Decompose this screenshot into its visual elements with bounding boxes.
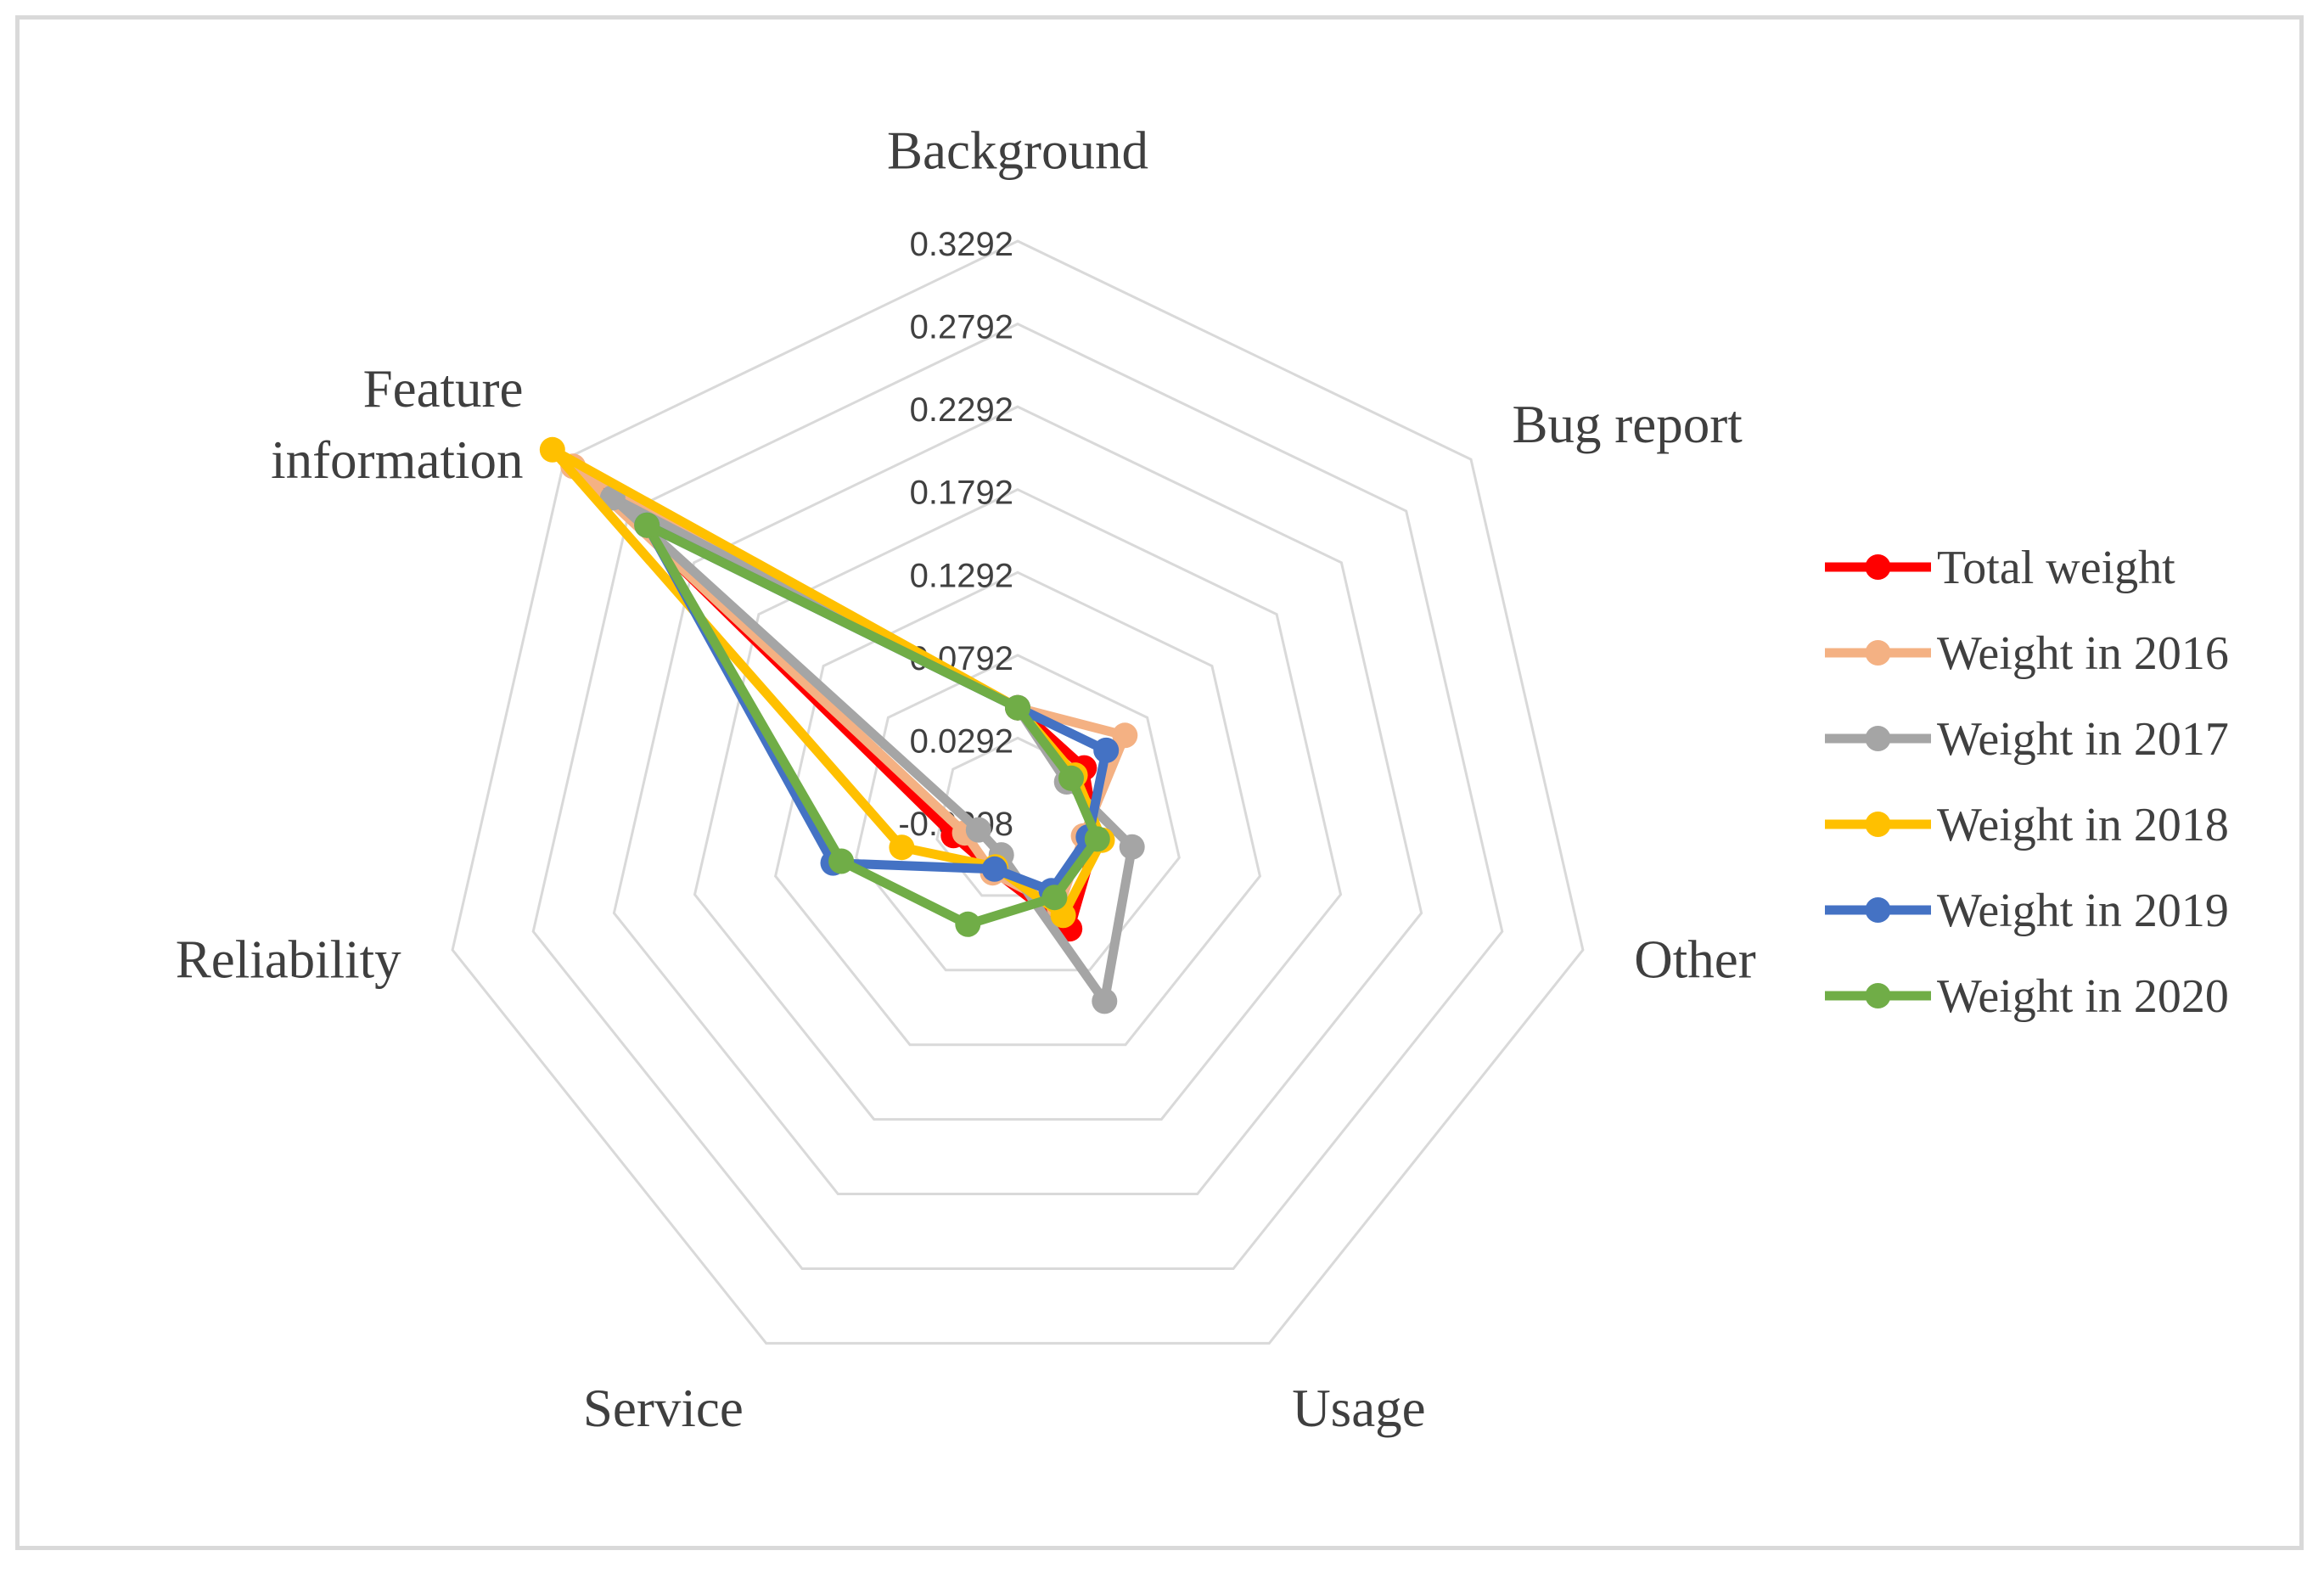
axis-label-background: Background bbox=[887, 121, 1148, 181]
data-point bbox=[1041, 885, 1068, 911]
data-point bbox=[1058, 765, 1084, 791]
tick-label: 0.1792 bbox=[910, 475, 1013, 512]
data-point bbox=[539, 436, 565, 463]
axis-label-service: Service bbox=[583, 1379, 744, 1438]
data-point bbox=[1092, 988, 1118, 1014]
grid-ring bbox=[612, 405, 1423, 1195]
axis-labels: Background Bug report Other Usage Service Rel… bbox=[176, 121, 1756, 1439]
data-point bbox=[965, 817, 991, 843]
axis-label-line: information bbox=[271, 430, 523, 490]
legend-item: Weight in 2020 bbox=[1825, 970, 2229, 1023]
tick-label: 0.1292 bbox=[910, 557, 1013, 594]
data-point bbox=[955, 911, 981, 937]
data-point bbox=[1005, 694, 1030, 721]
data-point bbox=[1119, 834, 1145, 860]
data-point bbox=[1084, 826, 1110, 852]
axis-label-line: Bug report bbox=[1513, 395, 1743, 454]
data-point bbox=[1093, 737, 1120, 763]
data-point bbox=[1112, 722, 1138, 749]
tick-label: 0.2292 bbox=[910, 391, 1013, 429]
axis-label-line: Usage bbox=[1292, 1379, 1425, 1438]
axis-label-line: Service bbox=[583, 1379, 744, 1438]
grid-ring bbox=[773, 570, 1262, 1047]
axis-label-line: Background bbox=[887, 121, 1148, 181]
tick-label: 0.2792 bbox=[910, 309, 1013, 346]
axis-label-bug-report: Bug report bbox=[1513, 395, 1743, 454]
axis-label-line: Other bbox=[1634, 930, 1755, 989]
legend-item: Weight in 2017 bbox=[1825, 713, 2229, 766]
legend-swatch-marker bbox=[1865, 726, 1891, 751]
chart-frame bbox=[15, 15, 2304, 1550]
legend-label: Total weight bbox=[1937, 542, 2175, 594]
legend-item: Weight in 2019 bbox=[1825, 885, 2229, 937]
legend-item: Weight in 2018 bbox=[1825, 799, 2229, 851]
data-point bbox=[889, 834, 915, 861]
axis-label-reliability: Reliability bbox=[176, 930, 401, 989]
axis-label-feature-information: Feature information bbox=[271, 359, 523, 490]
axis-label-other: Other bbox=[1634, 930, 1755, 989]
legend-label: Weight in 2020 bbox=[1937, 970, 2229, 1023]
data-point bbox=[981, 856, 1008, 882]
legend-swatch-marker bbox=[1865, 983, 1891, 1008]
tick-label: 0.3292 bbox=[910, 226, 1013, 263]
grid-ring bbox=[451, 239, 1585, 1345]
legend-label: Weight in 2016 bbox=[1937, 627, 2229, 680]
legend-swatch-marker bbox=[1865, 640, 1891, 666]
series-weight-in-2020 bbox=[634, 512, 1110, 937]
radar-grid bbox=[451, 239, 1585, 1345]
legend: Total weight Weight in 2016 Weight in 2017… bbox=[1825, 542, 2229, 1023]
grid-ring bbox=[693, 488, 1343, 1121]
legend-swatch-marker bbox=[1865, 812, 1891, 837]
legend-swatch-marker bbox=[1865, 897, 1891, 923]
legend-swatch-marker bbox=[1865, 554, 1891, 580]
legend-label: Weight in 2018 bbox=[1937, 799, 2229, 851]
legend-item: Weight in 2016 bbox=[1825, 627, 2229, 680]
axis-label-usage: Usage bbox=[1292, 1379, 1425, 1438]
grid-ring bbox=[531, 322, 1504, 1270]
data-series bbox=[539, 436, 1145, 1014]
data-point bbox=[634, 512, 660, 538]
axis-label-line: Reliability bbox=[176, 930, 401, 989]
legend-item: Total weight bbox=[1825, 542, 2175, 594]
legend-label: Weight in 2017 bbox=[1937, 713, 2229, 766]
axis-label-line: Feature bbox=[363, 359, 524, 419]
tick-label: 0.0292 bbox=[910, 722, 1013, 760]
legend-label: Weight in 2019 bbox=[1937, 885, 2229, 937]
radial-tick-labels: 0.32920.27920.22920.17920.12920.07920.02… bbox=[898, 226, 1013, 843]
data-point bbox=[828, 848, 855, 874]
